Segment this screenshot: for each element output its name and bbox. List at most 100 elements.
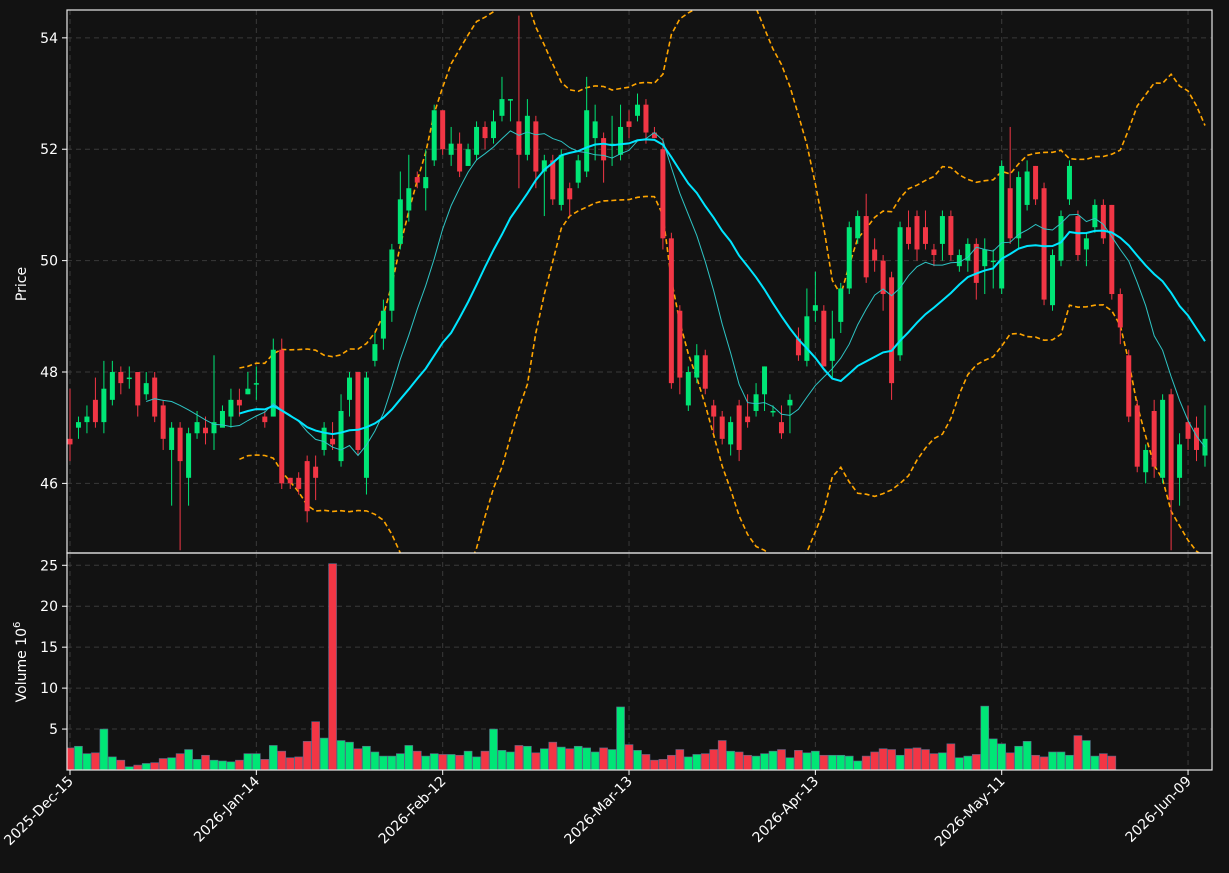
candle-body xyxy=(634,104,640,116)
candle-body xyxy=(1100,204,1106,239)
volume-bar xyxy=(387,755,397,770)
volume-bar xyxy=(82,753,92,770)
volume-bar xyxy=(531,752,541,770)
volume-bar xyxy=(717,740,727,770)
volume-bar xyxy=(946,743,956,770)
candle-body xyxy=(1016,177,1022,239)
volume-bar xyxy=(235,759,244,770)
volume-bar xyxy=(1039,756,1049,770)
volume-axis-exponent: 6 xyxy=(12,622,23,628)
volume-bar xyxy=(1005,752,1015,770)
candle-body xyxy=(711,405,717,417)
candle-body xyxy=(821,310,827,367)
candle-body xyxy=(92,399,98,423)
candle-body xyxy=(584,110,590,172)
volume-bar xyxy=(997,743,1007,770)
volume-bar xyxy=(988,738,998,770)
candle-body xyxy=(1083,238,1089,250)
candles xyxy=(67,15,1208,551)
volume-bar xyxy=(421,755,431,770)
volume-bar xyxy=(777,749,786,770)
volume-bar xyxy=(446,754,456,770)
candle-body xyxy=(186,433,192,478)
candle-body xyxy=(872,249,878,261)
volume-bar xyxy=(506,751,515,770)
volume-bar xyxy=(667,754,676,770)
candle-body xyxy=(1109,204,1115,295)
candle-body xyxy=(397,199,403,244)
candle-body xyxy=(67,438,73,445)
volume-bar xyxy=(540,748,549,770)
candle-body xyxy=(321,427,327,450)
candle-body xyxy=(1160,399,1166,478)
candle-body xyxy=(889,277,895,384)
candle-body xyxy=(389,249,395,311)
candle-body xyxy=(262,416,268,423)
volume-bar xyxy=(726,750,735,770)
volume-bar xyxy=(565,748,575,770)
candle-body xyxy=(1050,255,1056,306)
candle-body xyxy=(702,355,708,389)
volume-bar xyxy=(260,759,270,770)
volume-bar xyxy=(379,755,388,770)
candle-body xyxy=(380,310,386,339)
candle-body xyxy=(84,416,90,423)
volume-bar xyxy=(429,753,439,770)
candle-body xyxy=(169,427,175,450)
price-panel: 46 48 50 52 54 Price xyxy=(14,9,1213,554)
candle-body xyxy=(719,416,725,439)
price-tick-label: 54 xyxy=(40,31,58,47)
candle-body xyxy=(177,427,183,462)
volume-bar xyxy=(480,750,490,770)
candle-body xyxy=(126,377,132,380)
candle-body xyxy=(448,143,454,155)
candle-body xyxy=(592,121,598,139)
candle-body xyxy=(939,216,945,244)
volume-bar xyxy=(455,754,464,770)
volume-bar xyxy=(861,755,871,770)
candle-body xyxy=(313,466,319,478)
candle-body xyxy=(846,227,852,289)
candle-body xyxy=(906,227,912,244)
candle-body xyxy=(160,405,166,439)
volume-bar xyxy=(91,752,100,770)
candle-body xyxy=(507,99,513,101)
candle-body xyxy=(1177,444,1183,478)
volume-bar xyxy=(827,754,837,770)
volume-bar xyxy=(1082,740,1091,770)
candle-body xyxy=(973,243,979,283)
candle-body xyxy=(948,216,954,256)
volume-bar xyxy=(1065,754,1074,770)
volume-bar xyxy=(1014,745,1023,770)
volume-bar xyxy=(811,750,820,770)
moving-averages xyxy=(146,130,1206,457)
volume-bar xyxy=(302,741,312,770)
candle-body xyxy=(516,121,522,155)
volume-bar xyxy=(844,755,854,770)
volume-bar xyxy=(921,749,930,770)
candle-body xyxy=(550,160,556,200)
volume-bar xyxy=(497,750,507,770)
volume-bar xyxy=(133,764,143,770)
candle-body xyxy=(660,149,666,239)
volume-tick-label: 5 xyxy=(49,722,58,738)
candle-body xyxy=(287,477,293,484)
volume-bar xyxy=(675,749,685,770)
candle-body xyxy=(211,422,217,434)
candle-body xyxy=(414,177,420,183)
volume-bar xyxy=(404,745,414,770)
candle-body xyxy=(533,121,539,172)
candle-body xyxy=(965,243,971,261)
candle-body xyxy=(118,372,124,384)
volume-bar xyxy=(184,749,193,770)
volume-bar xyxy=(362,745,371,770)
volume-bar xyxy=(836,754,846,770)
candle-body xyxy=(990,260,996,263)
volume-bar xyxy=(819,754,829,770)
volume-bar xyxy=(489,728,498,770)
candle-body xyxy=(304,461,310,512)
volume-bar xyxy=(556,746,566,770)
volume-bar xyxy=(1022,741,1032,770)
candle-body xyxy=(75,422,81,428)
candle-body xyxy=(338,410,344,462)
